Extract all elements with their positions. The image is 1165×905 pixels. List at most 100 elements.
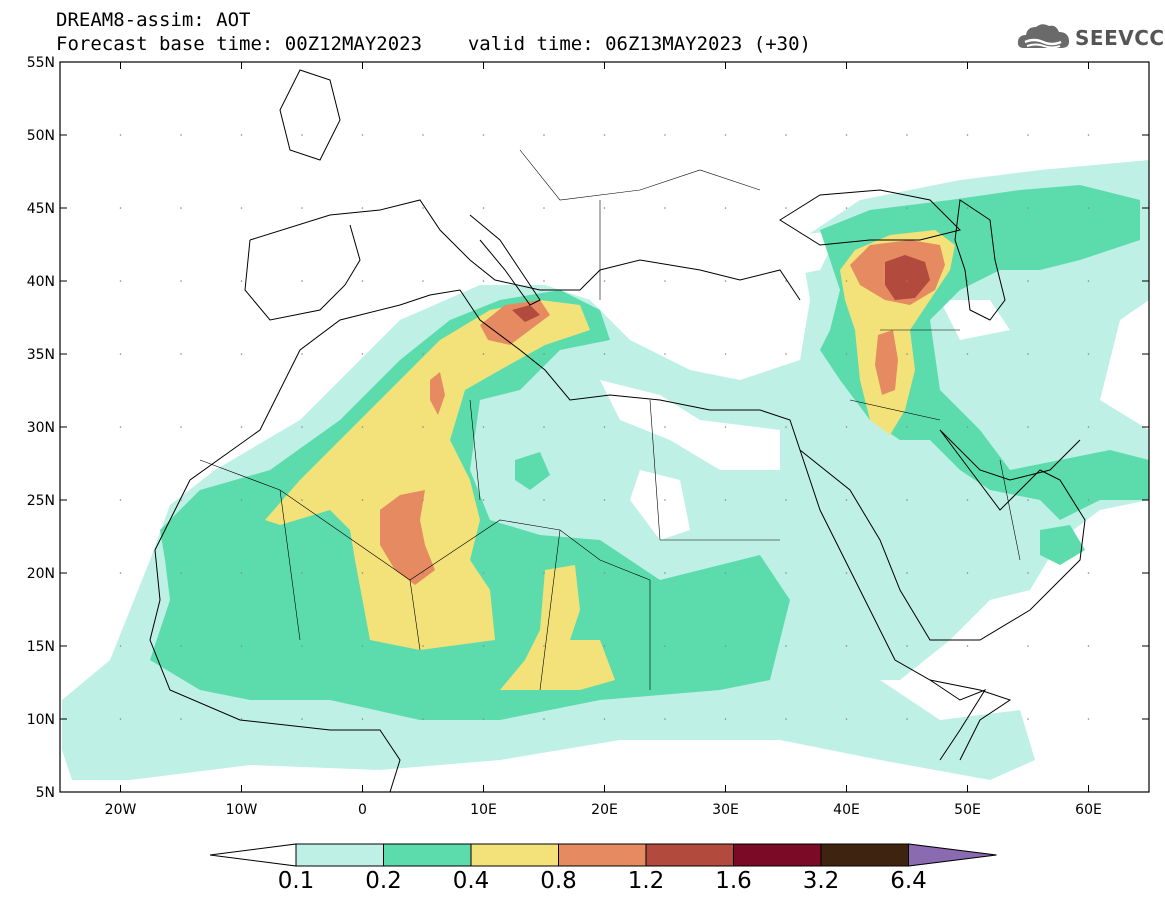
grid-dot [119,718,122,720]
grid-dot [482,134,485,136]
lat-tick-label: 55N [27,55,55,71]
grid-dot [180,718,182,720]
colorbar-label: 3.2 [802,868,840,894]
grid-dot [603,645,606,647]
coastline-black-sea [779,189,961,246]
grid-dot [1087,645,1090,647]
lat-tick-label: 15N [27,639,55,655]
grid-dot [1087,353,1090,355]
grid-dot [724,280,727,282]
grid-dot [1087,280,1090,282]
grid-dot [966,353,969,355]
lon-tick-label: 60E [1075,802,1102,818]
grid-dot [240,134,243,136]
grid-dot [845,134,848,136]
grid-dot [664,645,666,647]
grid-dot [724,645,727,647]
valid-time-label: valid time: 06Z13MAY2023 (+30) [467,33,811,55]
lat-tick-label: 25N [27,493,55,509]
grid-dot [422,718,424,720]
grid-dot [422,207,424,209]
grid-dot [845,499,848,501]
grid-dot [361,499,364,501]
grid-dot [906,572,908,574]
grid-dot [603,134,606,136]
aot-contour-0.8-atlas [430,372,445,415]
grid-dot [1027,718,1029,720]
grid-dot [966,426,969,428]
grid-dot [906,499,908,501]
aot-low-region-5 [760,230,840,280]
coastline-arabia [799,429,1086,641]
grid-dot [119,499,122,501]
grid-dot [966,280,969,282]
seevccc-logo: SEEVCCC [1016,20,1165,60]
grid-dot [543,426,545,428]
grid-dot [1027,645,1029,647]
grid-dot [301,353,303,355]
grid-dot [119,645,122,647]
colorbar-lower-extend [209,843,297,867]
grid-dot [180,134,182,136]
grid-dot [1027,280,1029,282]
grid-dot [240,572,243,574]
grid-dot [785,645,787,647]
lon-tick-label: 10E [470,802,497,818]
colorbar-upper-extend [908,843,997,867]
grid-dot [543,280,545,282]
grid-dot [543,207,545,209]
grid-dot [361,572,364,574]
grid-dot [301,572,303,574]
grid-dot [845,645,848,647]
grid-dot [724,718,727,720]
grid-dot [482,499,485,501]
colorbar-swatch [733,843,822,867]
grid-dot [361,207,364,209]
grid-dot [966,499,969,501]
grid-dot [482,645,485,647]
grid-dot [664,134,666,136]
lat-tick-label: 35N [27,347,55,363]
grid-dot [422,426,424,428]
colorbar-label: 0.1 [277,868,315,894]
grid-dot [301,426,303,428]
grid-dot [119,572,122,574]
base-time-label: Forecast base time: 00Z12MAY2023 [56,33,423,55]
grid-dot [422,645,424,647]
coastline-west-africa [149,549,401,792]
aot-contour-0.8-iraq [875,330,898,395]
aot-contour-0.4-chad [500,565,615,690]
grid-dot [1087,718,1090,720]
lat-tick-label: 20N [27,566,55,582]
grid-dot [724,426,727,428]
grid-dot [664,718,666,720]
colorbar-swatch [645,843,734,867]
grid-dot [543,499,545,501]
chart-subtitle: Forecast base time: 00Z12MAY2023 valid t… [56,33,811,55]
grid-dot [119,426,122,428]
coastline-persian-gulf [939,429,1081,481]
grid-dot [422,353,424,355]
colorbar-label: 1.2 [627,868,665,894]
grid-dot [301,134,303,136]
grid-dot [664,353,666,355]
grid-dot [301,718,303,720]
grid-dot [482,207,485,209]
grid-dot [361,426,364,428]
aot-contour-1.2-caucasus [885,255,930,300]
grid-dot [906,645,908,647]
grid-dot [1087,426,1090,428]
grid-dot [724,572,727,574]
aot-contour-0.2-patch-2 [1040,525,1085,565]
grid-dot [906,280,908,282]
grid-dot [785,280,787,282]
grid-dot [1087,572,1090,574]
grid-dot [664,499,666,501]
colorbar-label: 0.2 [365,868,402,894]
grid-dot [785,353,787,355]
grid-dot [785,134,787,136]
colorbar-swatch [383,843,472,867]
aot-low-region-3 [630,470,690,540]
grid-dot [361,353,364,355]
grid-dot [1087,499,1090,501]
